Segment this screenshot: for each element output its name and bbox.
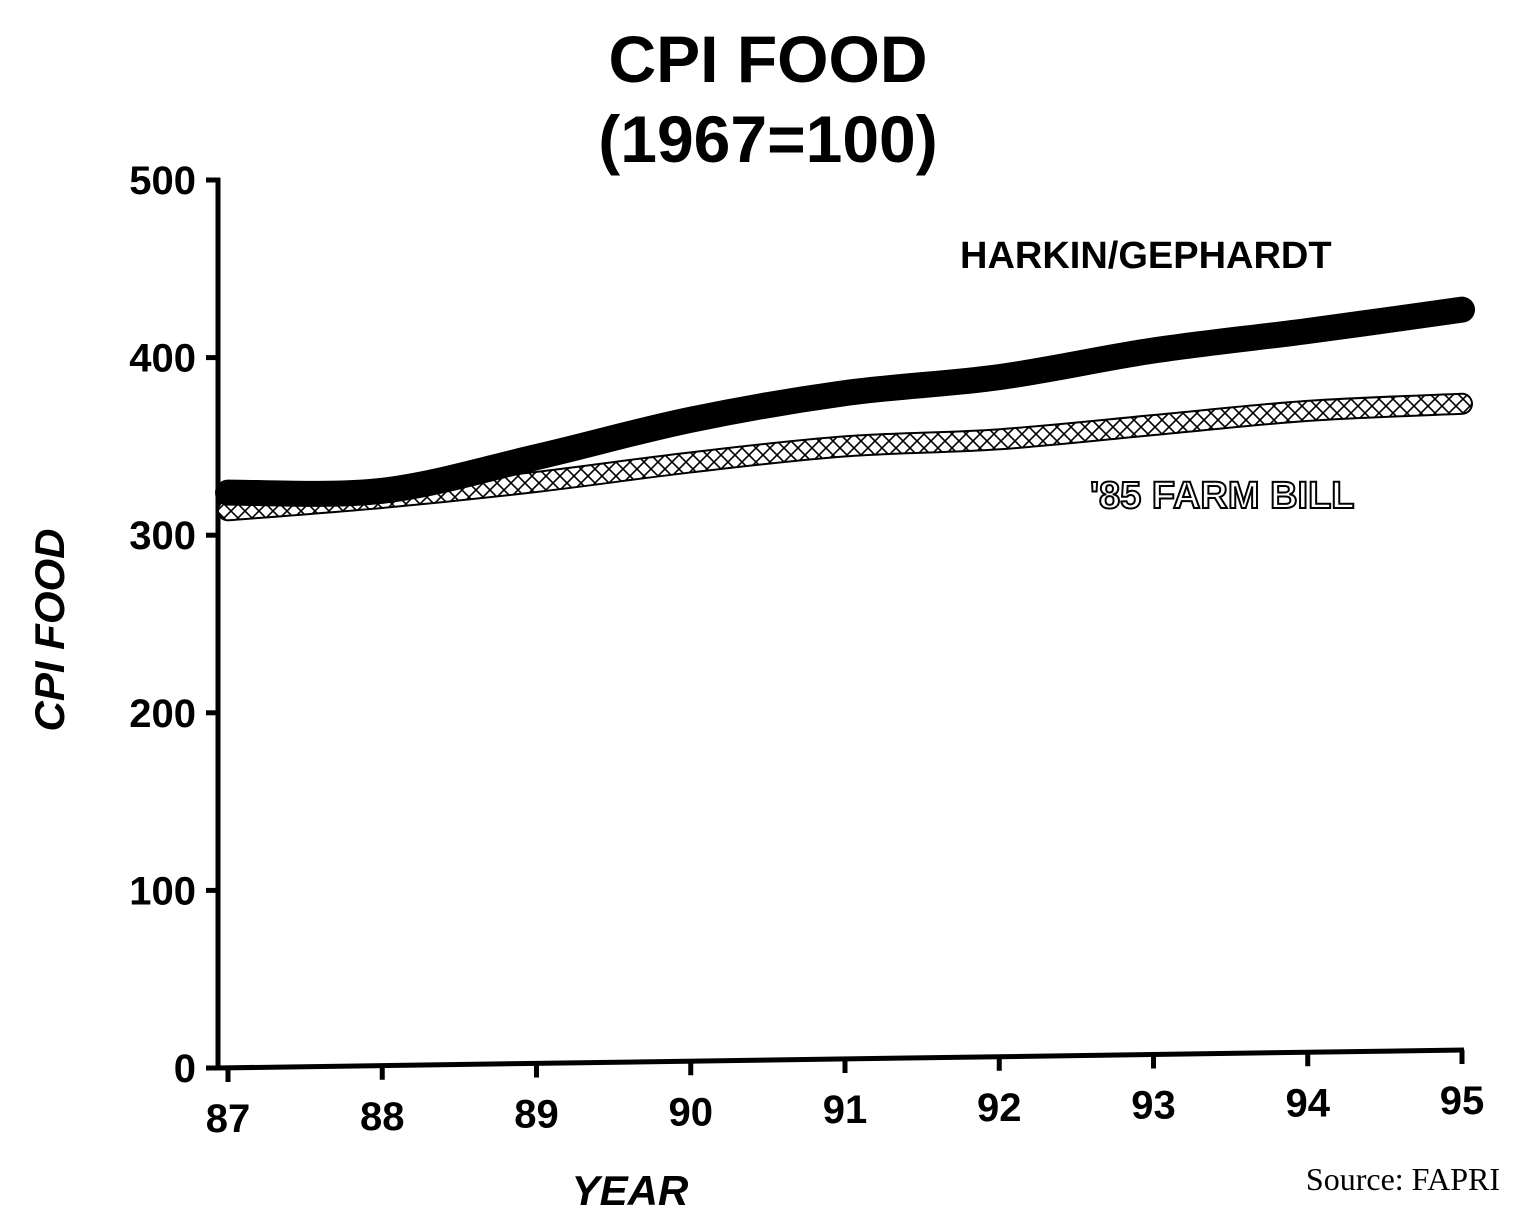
x-tick-label: 95 — [1440, 1079, 1485, 1123]
x-axis-line — [215, 1047, 1465, 1071]
x-axis-label: YEAR — [572, 1167, 689, 1214]
x-tick-label: 90 — [669, 1090, 714, 1134]
source-note: Source: FAPRI — [1306, 1161, 1500, 1197]
x-tick-label: 93 — [1131, 1084, 1176, 1128]
x-tick-label: 91 — [823, 1088, 868, 1132]
x-tick-label: 89 — [514, 1093, 559, 1137]
y-tick-label: 500 — [129, 159, 196, 203]
y-axis-label: CPI FOOD — [26, 528, 73, 731]
y-tick-label: 200 — [129, 692, 196, 736]
chart-subtitle: (1967=100) — [598, 102, 937, 176]
y-tick-label: 300 — [129, 514, 196, 558]
chart-title: CPI FOOD — [608, 22, 927, 96]
y-tick-label: 0 — [174, 1047, 196, 1091]
series-label-harkin-gephardt: HARKIN/GEPHARDT — [960, 235, 1332, 277]
x-tick-label: 94 — [1286, 1081, 1331, 1125]
axes — [215, 178, 1465, 1071]
series-line-harkin-gephardt — [215, 296, 1475, 507]
x-tick-label: 87 — [206, 1097, 251, 1141]
y-tick-label: 100 — [129, 869, 196, 913]
x-tick-label: 92 — [977, 1086, 1022, 1130]
series-label-85-farm-bill: '85 FARM BILL — [1090, 475, 1355, 517]
x-tick-label: 88 — [360, 1095, 405, 1139]
y-tick-label: 400 — [129, 337, 196, 381]
